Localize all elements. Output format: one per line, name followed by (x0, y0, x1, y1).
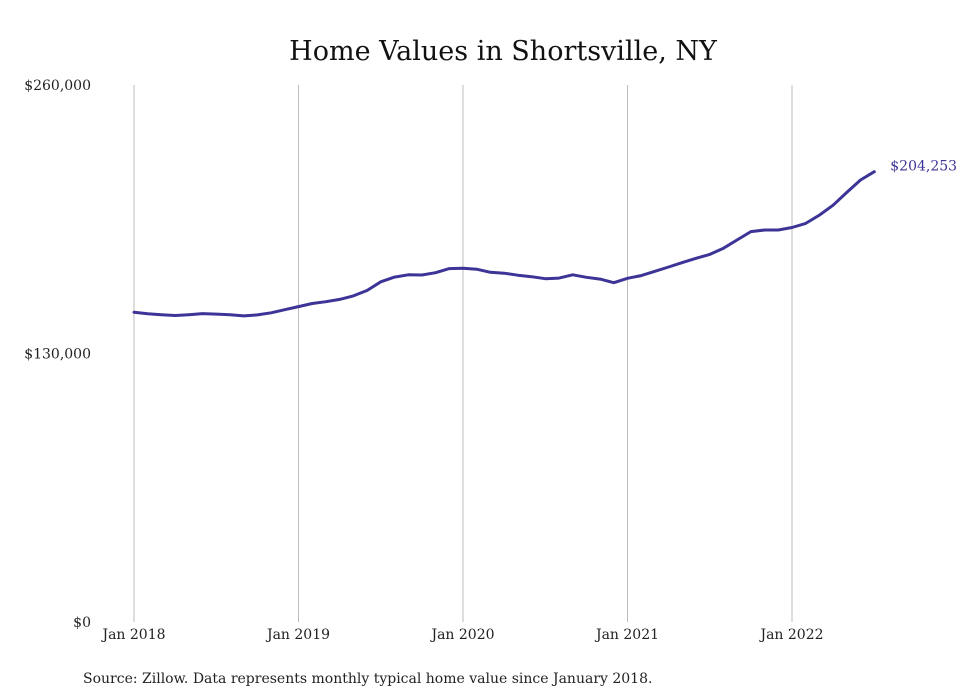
gridlines (133, 85, 793, 622)
y-axis-ticks: $0 $130,000 $260,000 (24, 78, 91, 631)
y-tick-label: $130,000 (24, 347, 91, 363)
series-line (132, 170, 876, 318)
x-tick-label: Jan 2021 (594, 627, 659, 643)
x-axis-ticks: Jan 2018 Jan 2019 Jan 2020 Jan 2021 Jan 2022 (100, 627, 823, 643)
end-value-label: $204,253 (890, 159, 957, 175)
x-tick-label: Jan 2020 (429, 627, 494, 643)
x-tick-label: Jan 2022 (758, 627, 823, 643)
x-tick-label: Jan 2018 (100, 627, 165, 643)
chart-title: Home Values in Shortsville, NY (289, 36, 718, 67)
y-tick-label: $0 (73, 615, 91, 631)
x-tick-label: Jan 2019 (265, 627, 330, 643)
source-note: Source: Zillow. Data represents monthly … (83, 671, 652, 687)
y-tick-label: $260,000 (24, 78, 91, 94)
